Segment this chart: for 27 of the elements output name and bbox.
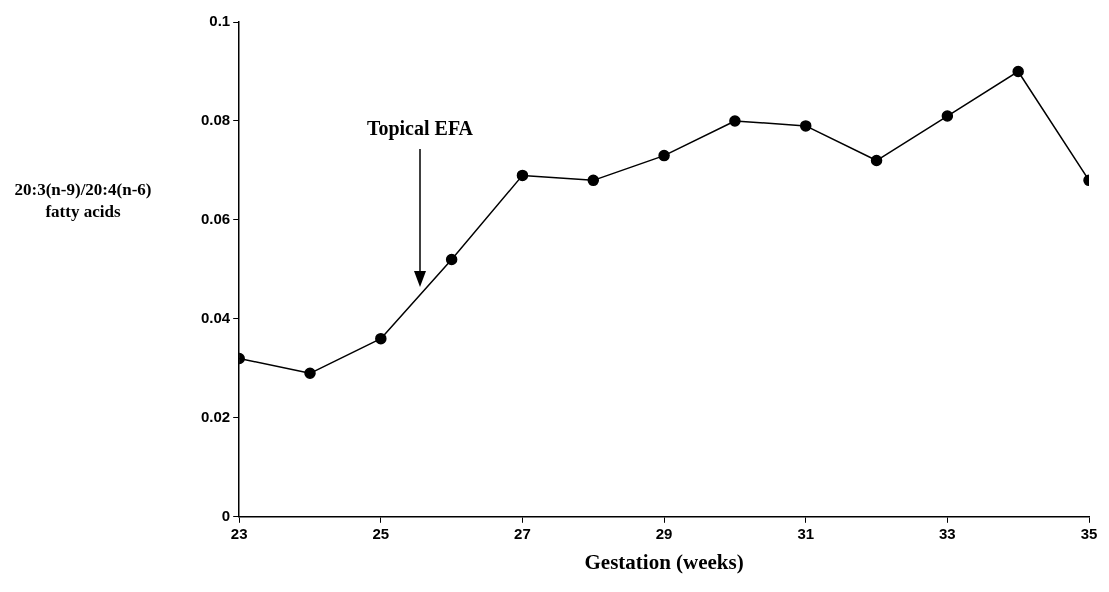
point	[445, 253, 458, 266]
x-axis-title: Gestation (weeks)	[584, 549, 744, 574]
point	[870, 154, 883, 167]
x-tick-label: 23	[230, 524, 248, 542]
y-tick-label: 0.04	[200, 309, 231, 327]
point	[658, 149, 670, 162]
y-tick-label: 0.06	[200, 210, 231, 228]
x-tick-label: 27	[514, 524, 531, 542]
point	[1012, 65, 1024, 78]
y-tick-label: 0.1	[209, 12, 231, 30]
x-tick-label: 31	[797, 524, 815, 542]
point	[799, 120, 812, 132]
x-tick-label: 29	[655, 524, 673, 542]
point	[375, 332, 387, 345]
point	[729, 115, 741, 127]
point	[516, 169, 529, 182]
y-tick-label: 0.08	[200, 111, 231, 129]
point	[304, 367, 316, 380]
y-tick-label: 0	[221, 506, 231, 524]
point	[587, 174, 600, 187]
annotation: Topical EFA	[365, 117, 475, 140]
x-tick-label: 35	[1080, 524, 1098, 542]
x-tick-label: 33	[939, 524, 956, 542]
x-tick-label: 25	[372, 524, 390, 542]
point	[941, 110, 954, 122]
y-tick-label: 0.02	[200, 407, 231, 425]
y-axis-title: 20:3(n-9)/20:4(n-6) fatty acids	[13, 179, 153, 224]
